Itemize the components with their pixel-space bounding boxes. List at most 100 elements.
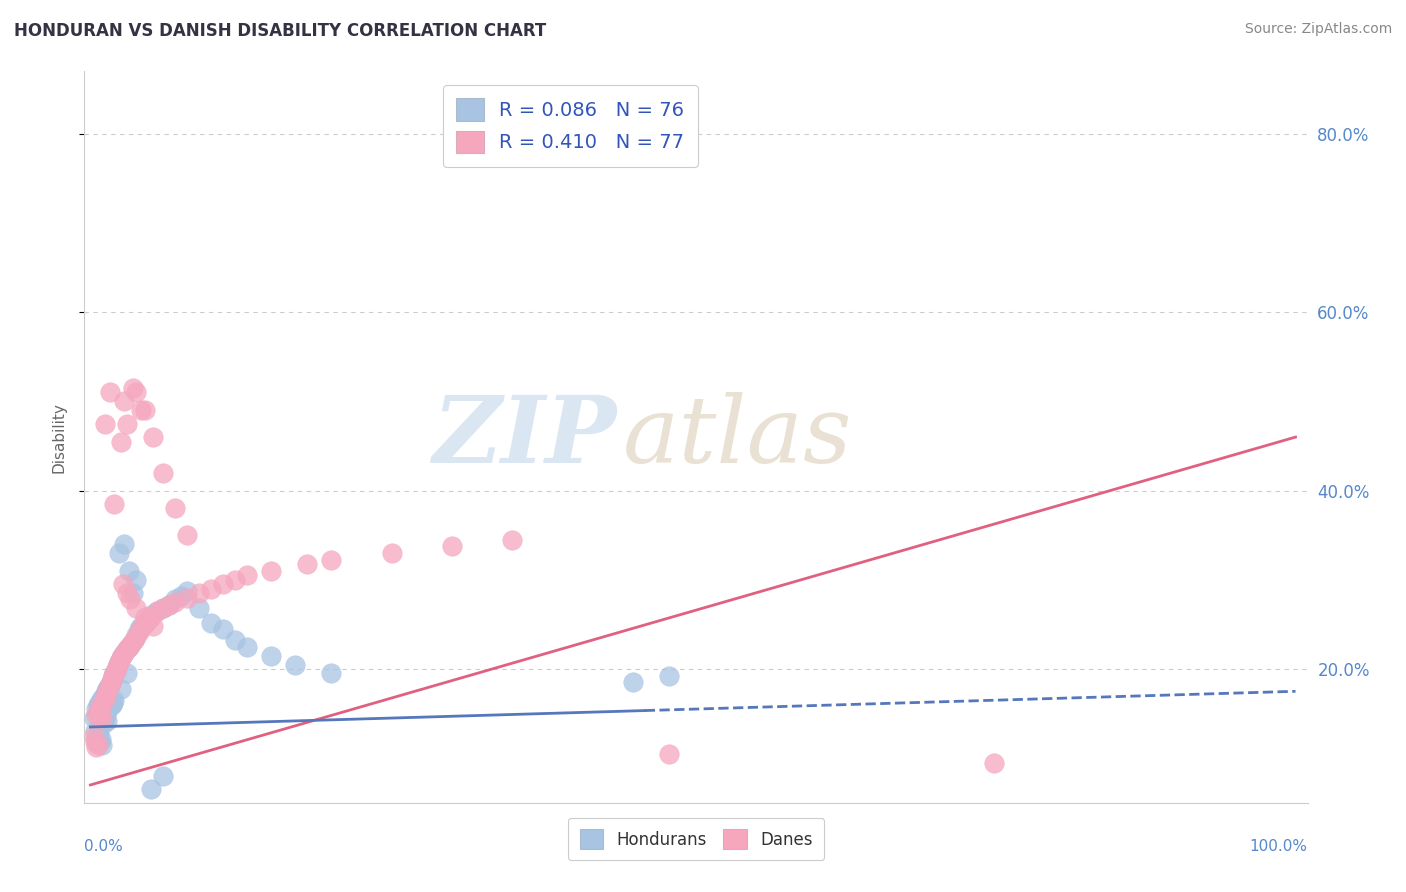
Point [86, 708, 108, 723]
Point [112, 537, 135, 551]
Point [94, 708, 117, 723]
Point [297, 557, 319, 571]
Y-axis label: Disability: Disability [51, 401, 66, 473]
Point [120, 592, 142, 607]
Point [139, 608, 162, 623]
Point [142, 430, 165, 444]
Point [621, 675, 644, 690]
Point [104, 664, 127, 678]
Point [163, 595, 186, 609]
Point [93, 689, 115, 703]
Point [87, 726, 110, 740]
Point [89, 708, 111, 723]
Point [91, 711, 114, 725]
Point [86, 729, 108, 743]
Point [91, 696, 114, 710]
Point [118, 564, 141, 578]
Point [87, 702, 110, 716]
Point [125, 630, 148, 644]
Point [125, 601, 148, 615]
Text: 100.0%: 100.0% [1250, 839, 1308, 855]
Point [176, 583, 198, 598]
Point [89, 735, 111, 749]
Point [98, 678, 121, 692]
Point [170, 589, 193, 603]
Point [440, 539, 463, 553]
Point [86, 740, 108, 755]
Point [122, 633, 145, 648]
Point [87, 696, 110, 710]
Point [122, 633, 145, 648]
Point [100, 675, 122, 690]
Point [101, 673, 124, 687]
Point [125, 573, 148, 587]
Point [145, 604, 167, 618]
Legend: Hondurans, Danes: Hondurans, Danes [568, 818, 824, 860]
Point [86, 738, 108, 752]
Point [115, 586, 138, 600]
Point [94, 690, 117, 705]
Point [115, 642, 138, 657]
Point [97, 680, 120, 694]
Point [136, 612, 159, 626]
Point [145, 604, 167, 618]
Point [381, 546, 404, 560]
Point [157, 598, 180, 612]
Point [321, 666, 343, 681]
Text: Source: ZipAtlas.com: Source: ZipAtlas.com [1244, 22, 1392, 37]
Point [121, 586, 143, 600]
Point [89, 699, 111, 714]
Point [658, 747, 681, 761]
Point [118, 640, 141, 654]
Point [97, 681, 120, 696]
Point [236, 640, 259, 654]
Point [120, 637, 142, 651]
Point [84, 735, 107, 749]
Point [103, 669, 125, 683]
Point [90, 699, 112, 714]
Point [321, 553, 343, 567]
Point [176, 591, 198, 605]
Point [100, 675, 122, 690]
Point [98, 678, 121, 692]
Point [94, 417, 117, 431]
Point [224, 573, 246, 587]
Point [118, 640, 141, 654]
Point [112, 646, 135, 660]
Point [260, 648, 283, 663]
Point [96, 684, 118, 698]
Point [94, 711, 117, 725]
Point [200, 582, 222, 596]
Point [86, 702, 108, 716]
Point [115, 417, 138, 431]
Point [98, 385, 121, 400]
Point [983, 756, 1005, 770]
Point [658, 669, 681, 683]
Point [125, 385, 148, 400]
Point [134, 403, 156, 417]
Point [103, 669, 125, 683]
Point [93, 715, 115, 730]
Point [101, 673, 124, 687]
Point [110, 434, 132, 449]
Point [110, 681, 132, 696]
Point [108, 655, 131, 669]
Point [94, 687, 117, 701]
Point [163, 501, 186, 516]
Point [236, 568, 259, 582]
Point [139, 610, 162, 624]
Point [128, 624, 150, 639]
Point [103, 666, 125, 681]
Point [142, 619, 165, 633]
Point [94, 687, 117, 701]
Point [110, 651, 132, 665]
Point [105, 660, 128, 674]
Point [139, 782, 162, 797]
Point [98, 699, 121, 714]
Point [96, 714, 118, 728]
Point [112, 646, 135, 660]
Point [121, 381, 143, 395]
Point [136, 613, 159, 627]
Point [152, 769, 174, 783]
Point [91, 708, 114, 723]
